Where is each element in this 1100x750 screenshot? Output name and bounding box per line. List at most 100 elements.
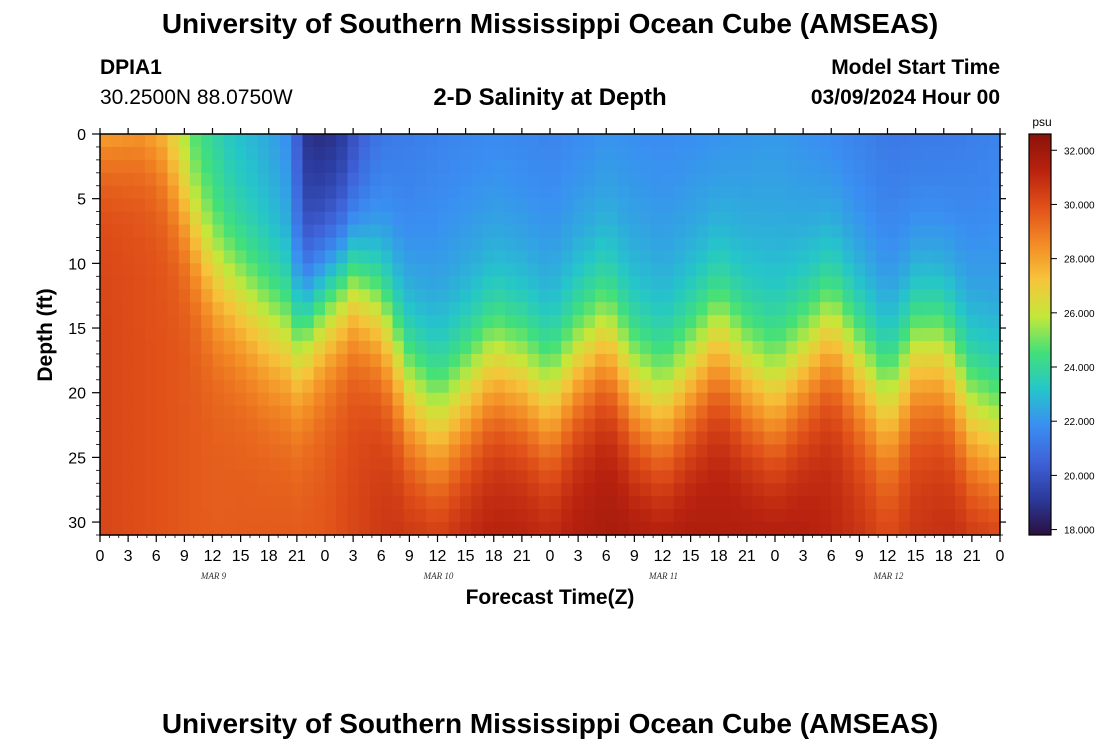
- heatmap-cell: [167, 405, 180, 420]
- heatmap-cell: [977, 457, 990, 471]
- heatmap-cell: [921, 289, 934, 303]
- heatmap-cell: [662, 483, 675, 497]
- heatmap-cell: [606, 483, 619, 497]
- heatmap-cell: [797, 146, 810, 161]
- heatmap-cell: [797, 237, 810, 252]
- heatmap-cell: [550, 263, 562, 277]
- heatmap-cell: [887, 328, 900, 342]
- heatmap-cell: [505, 289, 517, 303]
- heatmap-cell: [583, 509, 596, 523]
- heatmap-cell: [797, 366, 810, 381]
- heatmap-cell: [437, 444, 450, 458]
- x-tick-label: 21: [963, 548, 981, 565]
- heatmap-cell: [640, 392, 652, 407]
- heatmap-cell: [392, 431, 405, 446]
- heatmap-cell: [662, 185, 675, 200]
- day-label: MAR 9: [200, 571, 227, 581]
- heatmap-cell: [820, 315, 832, 329]
- x-tick-label: 0: [546, 548, 555, 565]
- heatmap-cell: [190, 457, 202, 471]
- heatmap-cell: [527, 392, 540, 407]
- heatmap-cell: [280, 340, 292, 355]
- heatmap-cell: [280, 185, 292, 200]
- heatmap-cell: [561, 405, 574, 420]
- heatmap-cell: [268, 457, 281, 471]
- heatmap-cell: [212, 522, 225, 536]
- heatmap-cell: [628, 340, 641, 355]
- heatmap-cell: [685, 276, 697, 290]
- heatmap-cell: [696, 289, 709, 303]
- heatmap-cell: [370, 159, 382, 174]
- heatmap-cell: [628, 366, 641, 381]
- heatmap-cell: [583, 185, 596, 200]
- heatmap-cell: [898, 392, 911, 407]
- heatmap-cell: [550, 522, 562, 536]
- heatmap-cell: [415, 457, 427, 471]
- heatmap-cell: [448, 366, 461, 381]
- heatmap-cell: [516, 237, 529, 252]
- heatmap-cell: [595, 172, 607, 187]
- heatmap-cell: [100, 496, 112, 510]
- heatmap-cell: [145, 250, 157, 264]
- heatmap-cell: [460, 172, 472, 187]
- heatmap-cell: [977, 185, 990, 200]
- heatmap-cell: [145, 509, 157, 523]
- heatmap-cell: [426, 328, 439, 342]
- heatmap-cell: [313, 444, 326, 458]
- heatmap-cell: [235, 146, 247, 161]
- heatmap-cell: [403, 146, 416, 161]
- heatmap-cell: [775, 340, 787, 355]
- heatmap-cell: [190, 379, 202, 394]
- heatmap-cell: [325, 470, 337, 484]
- heatmap-cell: [178, 509, 191, 523]
- heatmap-cell: [235, 431, 247, 446]
- heatmap-cell: [786, 263, 799, 277]
- heatmap-cell: [437, 483, 450, 497]
- heatmap-cell: [381, 224, 394, 239]
- heatmap-cell: [921, 392, 934, 407]
- heatmap-cell: [527, 379, 540, 394]
- heatmap-cell: [898, 457, 911, 471]
- heatmap-cell: [257, 328, 270, 342]
- heatmap-cell: [100, 392, 112, 407]
- heatmap-cell: [493, 224, 506, 239]
- heatmap-cell: [268, 289, 281, 303]
- heatmap-cell: [100, 185, 112, 200]
- heatmap-cell: [741, 405, 754, 420]
- heatmap-cell: [561, 328, 574, 342]
- heatmap-cell: [291, 134, 304, 148]
- heatmap-cell: [853, 366, 866, 381]
- heatmap-cell: [820, 457, 832, 471]
- heatmap-cell: [808, 159, 821, 174]
- heatmap-cell: [516, 224, 529, 239]
- heatmap-cell: [111, 328, 124, 342]
- heatmap-cell: [111, 211, 124, 226]
- heatmap-cell: [381, 185, 394, 200]
- heatmap-cell: [325, 302, 337, 316]
- heatmap-cell: [955, 431, 967, 446]
- heatmap-cell: [381, 496, 394, 510]
- heatmap-cell: [358, 392, 371, 407]
- heatmap-cell: [921, 340, 934, 355]
- heatmap-cell: [100, 470, 112, 484]
- heatmap-cell: [347, 146, 360, 161]
- colorbar-tick-label: 18.000: [1064, 526, 1095, 537]
- heatmap-cell: [910, 405, 922, 420]
- heatmap-cell: [268, 483, 281, 497]
- heatmap-cell: [898, 289, 911, 303]
- heatmap-cell: [235, 522, 247, 536]
- heatmap-cell: [471, 444, 484, 458]
- heatmap-cell: [403, 405, 416, 420]
- heatmap-cell: [538, 431, 551, 446]
- heatmap-cell: [280, 146, 292, 161]
- heatmap-cell: [572, 392, 585, 407]
- heatmap-cell: [437, 470, 450, 484]
- heatmap-cell: [606, 340, 619, 355]
- heatmap-cell: [246, 483, 259, 497]
- heatmap-cell: [381, 302, 394, 316]
- heatmap-cell: [268, 392, 281, 407]
- heatmap-cell: [718, 405, 731, 420]
- heatmap-cell: [403, 159, 416, 174]
- heatmap-cell: [662, 159, 675, 174]
